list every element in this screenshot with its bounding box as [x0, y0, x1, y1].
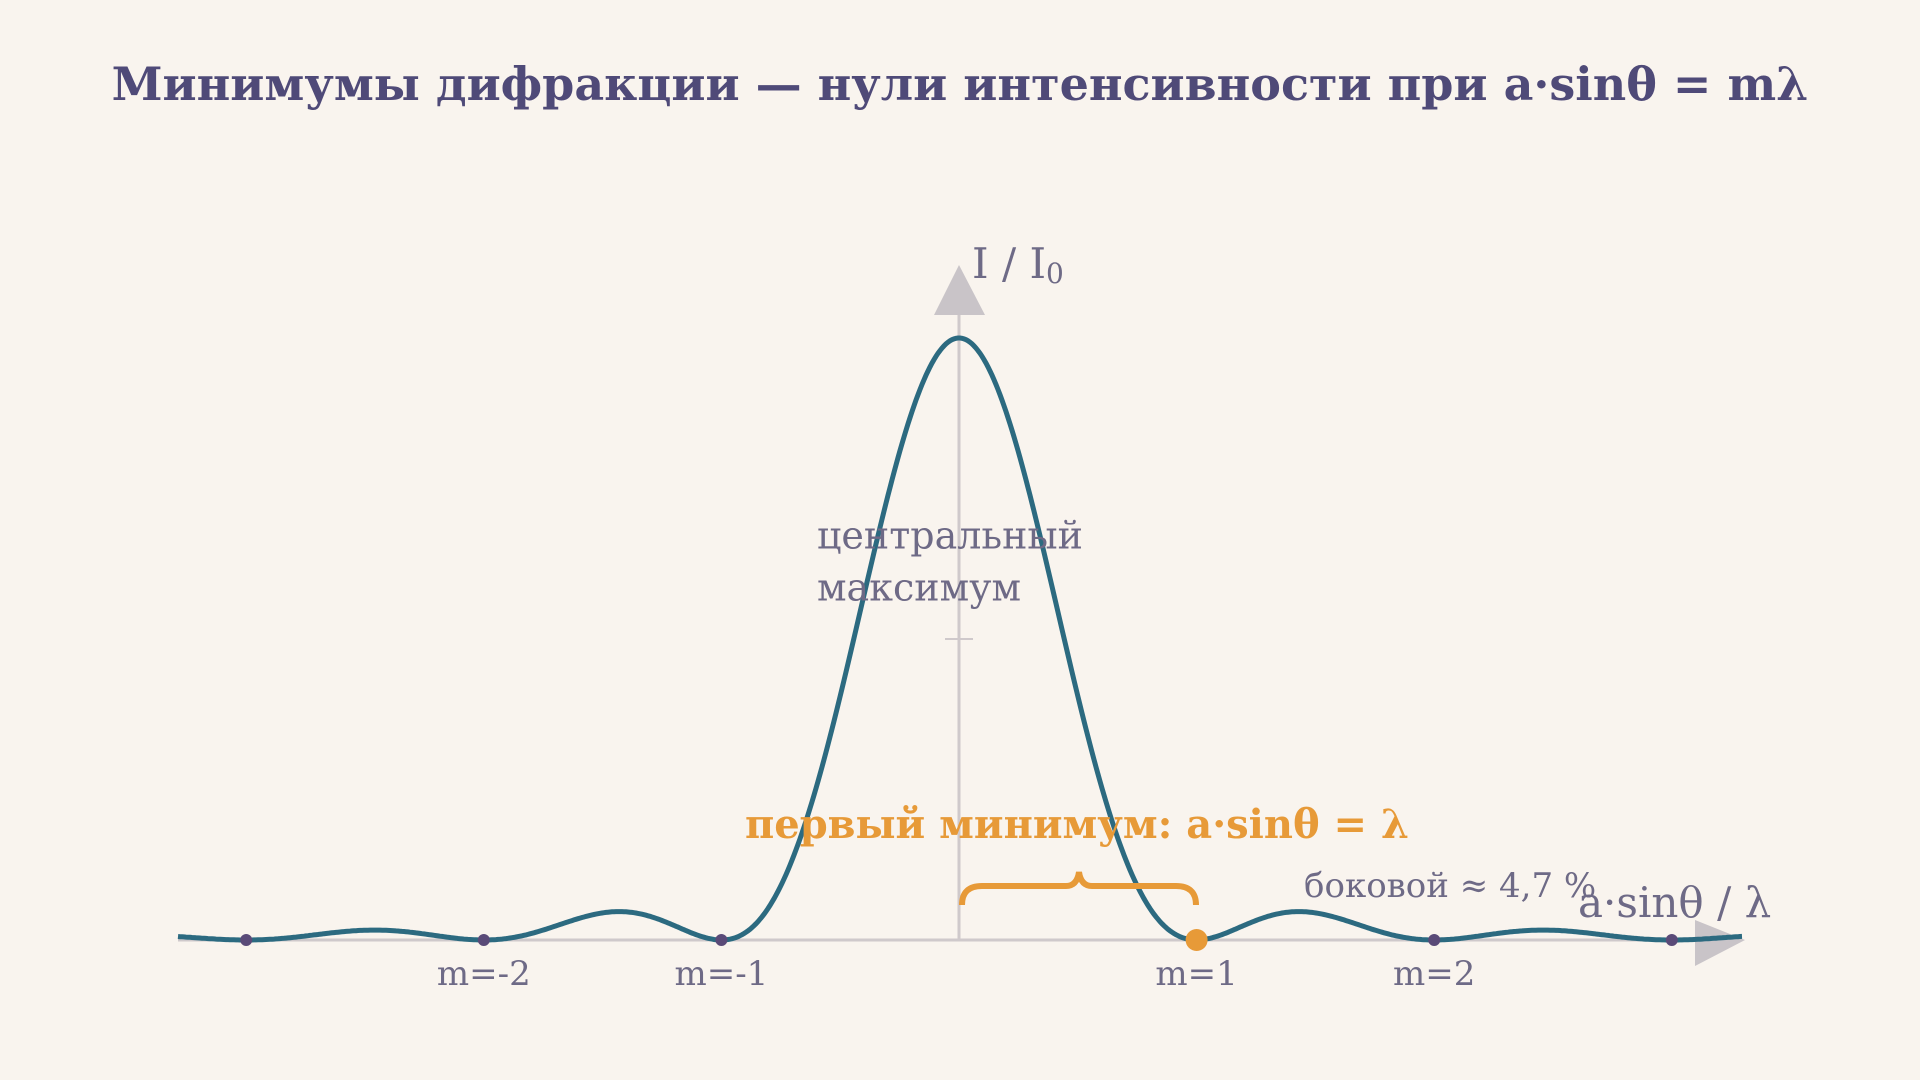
- minima-labels: m=-2 m=-1 m=1 m=2: [437, 954, 1476, 994]
- y-axis-label-main: I / I: [972, 239, 1046, 288]
- brace: [959, 871, 1199, 906]
- minimum-label: m=-1: [674, 954, 768, 994]
- central-label: максимум: [817, 566, 1021, 610]
- y-axis-label-sub: 0: [1046, 257, 1064, 290]
- minimum-label: m=2: [1393, 954, 1475, 994]
- minimum-label: m=-2: [437, 954, 531, 994]
- minima-dots: [240, 929, 1678, 951]
- intensity-curve: [177, 335, 1743, 943]
- title: Минимумы дифракции — нули интенсивности …: [112, 57, 1809, 111]
- minimum-dot: [715, 934, 728, 946]
- minimum-dot: [1665, 934, 1678, 946]
- x-axis-arrow: [1695, 920, 1745, 966]
- y-axis-label: I / I0: [972, 239, 1064, 290]
- central-label: центральный: [817, 514, 1083, 558]
- minimum-dot: [477, 934, 490, 946]
- y-axis-arrow: [934, 265, 985, 315]
- minimum-dot: [1185, 929, 1208, 951]
- minimum-dot: [240, 934, 253, 946]
- minimum-dot: [1428, 934, 1441, 946]
- x-axis-label: a·sinθ / λ: [1578, 878, 1771, 927]
- side-lobe-label: боковой ≈ 4,7 %: [1304, 866, 1596, 906]
- first-minimum-label: первый минимум: a·sinθ = λ: [745, 801, 1409, 848]
- minimum-label: m=1: [1155, 954, 1237, 994]
